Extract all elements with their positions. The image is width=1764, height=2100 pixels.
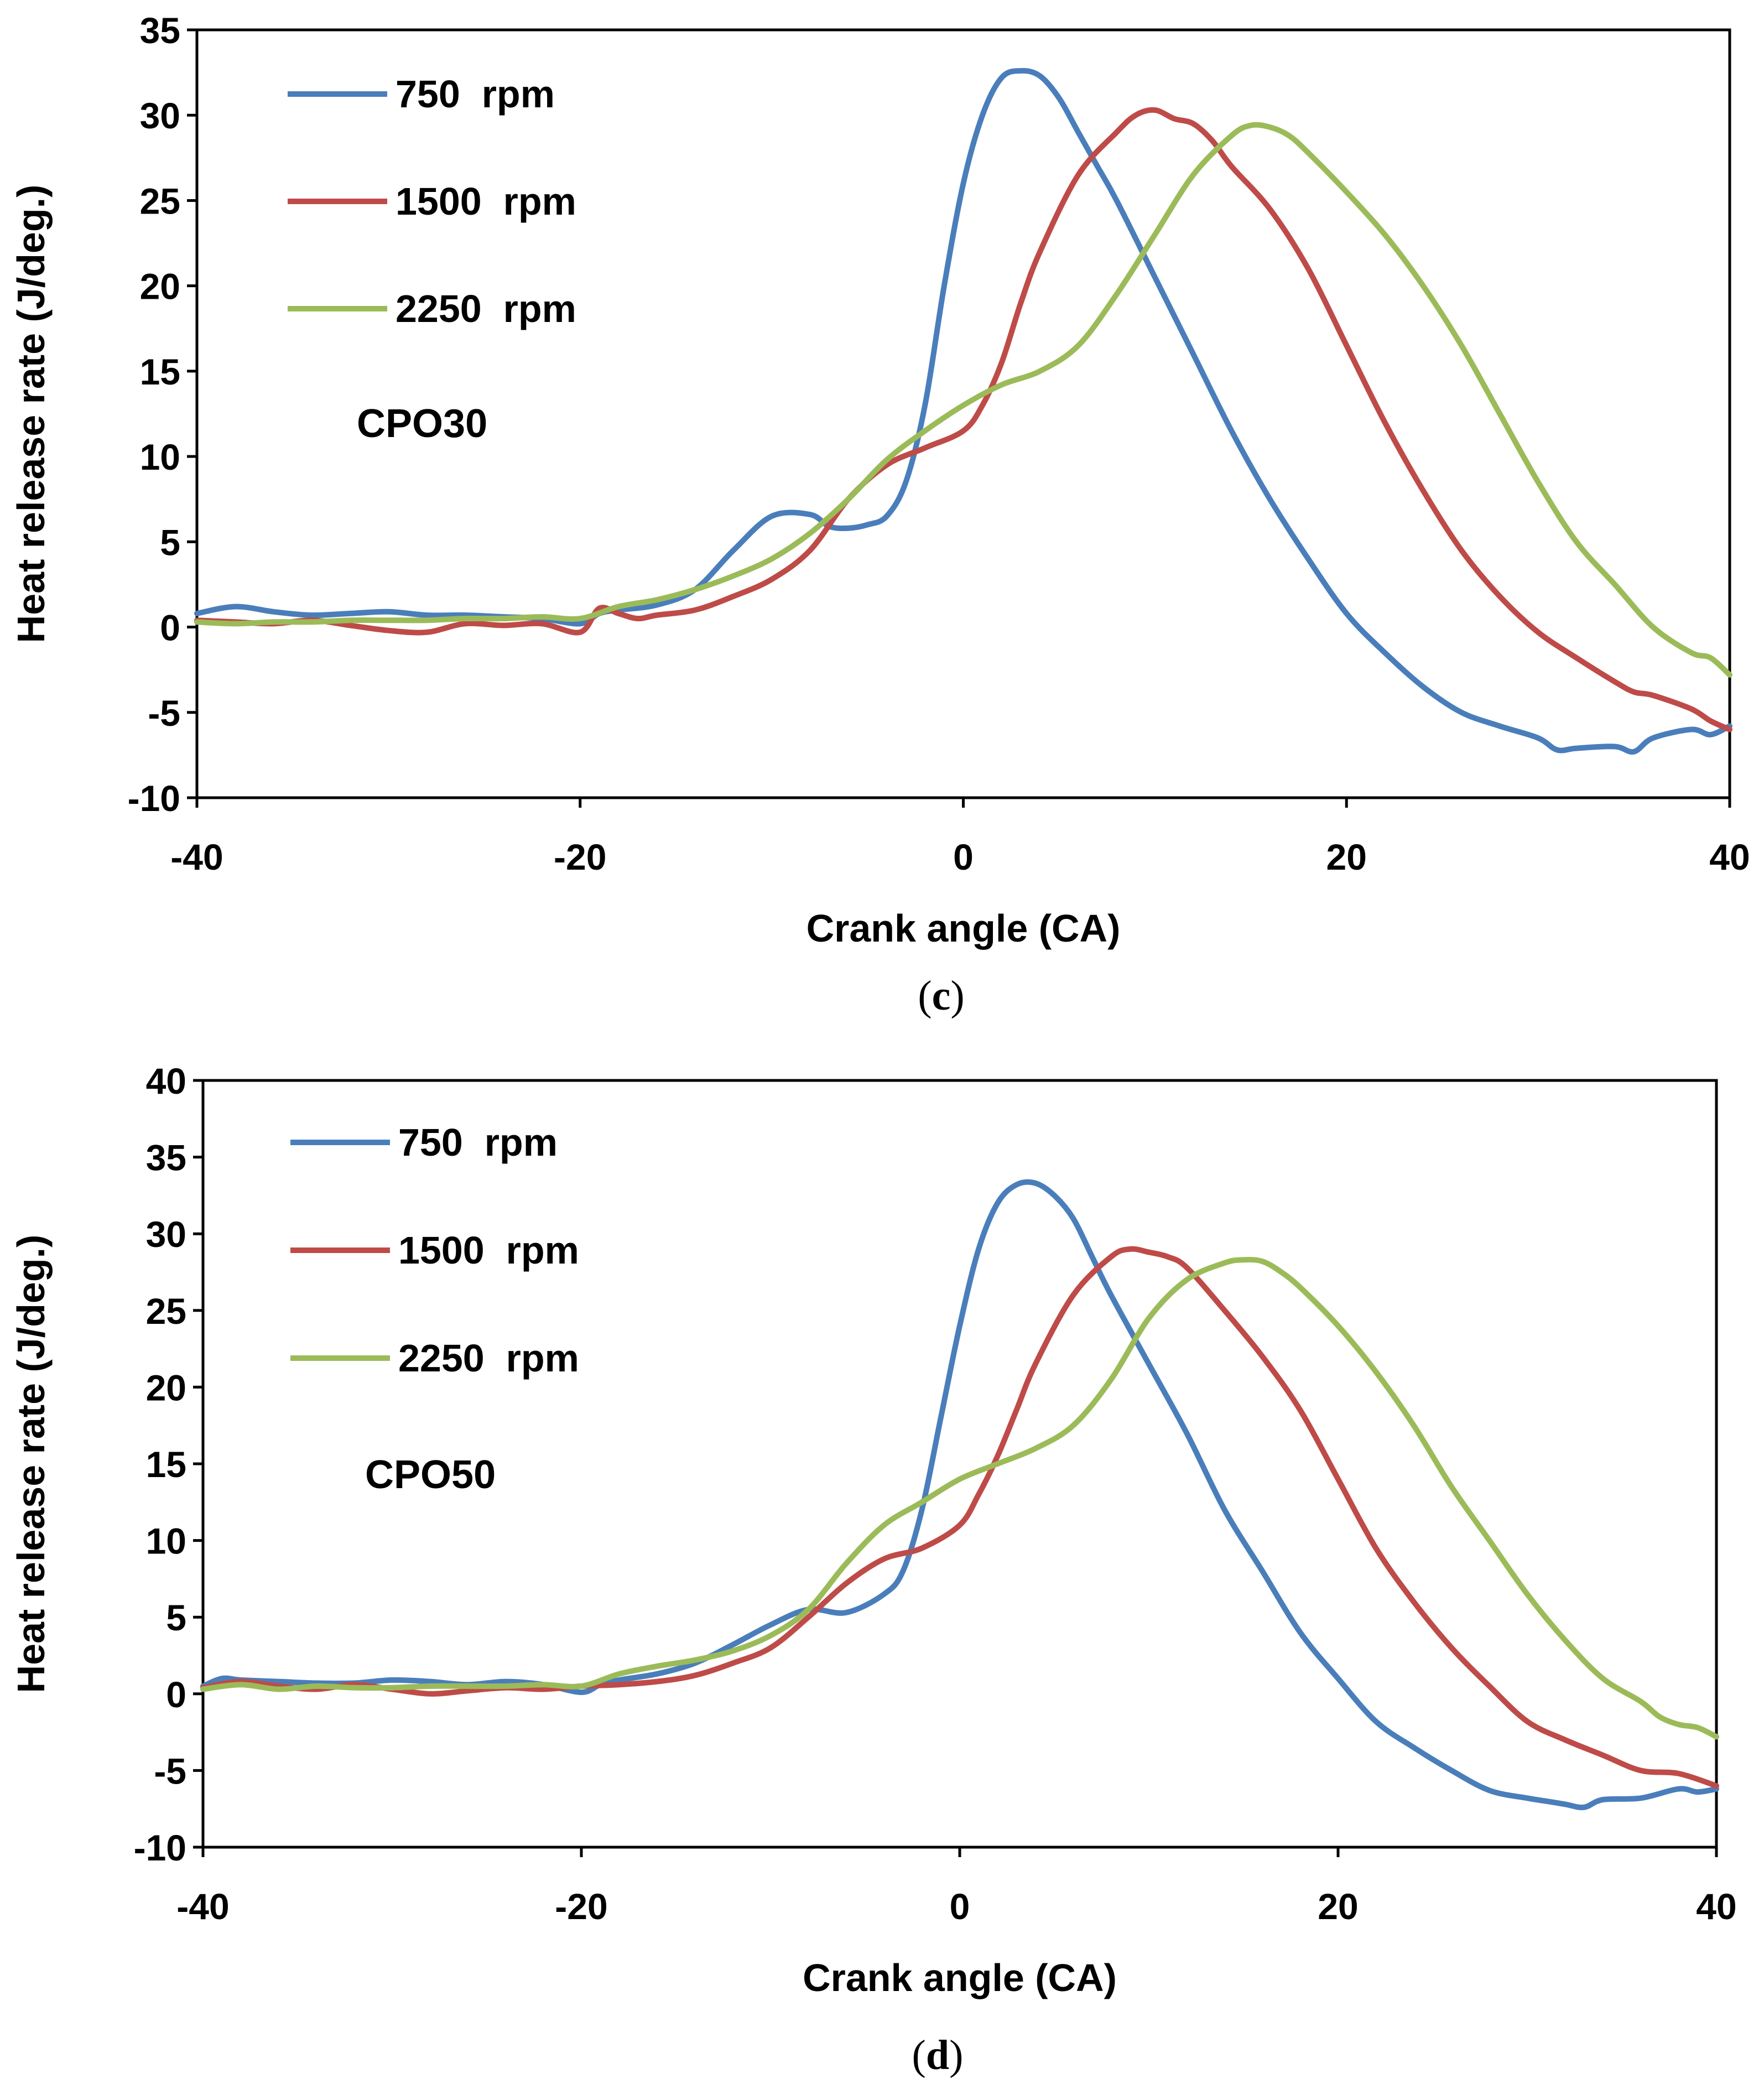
legend-label-0: 750 rpm [398,1121,558,1164]
legend-label-2: 2250 rpm [398,1337,579,1380]
x-tick-label: 20 [1326,836,1367,877]
legend-label-1: 1500 rpm [398,1229,579,1272]
y-tick-label: 25 [140,180,180,221]
y-tick-label: 15 [140,351,180,392]
x-tick-label: -20 [555,1886,607,1927]
y-tick-label: 35 [140,10,180,51]
y-tick-label: 5 [166,1597,186,1638]
series-line-1 [194,107,1732,732]
x-tick-label: 40 [1709,836,1750,877]
y-tick-label: -5 [154,1750,186,1791]
y-tick-label: 10 [140,436,180,477]
y-tick-label: 0 [166,1674,186,1715]
legend-label-2: 2250 rpm [396,287,576,330]
y-tick-label: 20 [146,1367,186,1408]
legend-label-1: 1500 rpm [396,180,576,223]
legend-label-0: 750 rpm [396,72,555,116]
chart-annotation: CPO50 [365,1453,496,1497]
x-tick-label: 0 [950,1886,970,1927]
series-line-2 [200,1257,1719,1740]
chart-annotation: CPO30 [357,402,487,446]
y-tick-label: 10 [146,1521,186,1562]
panel-caption: (d) [912,2032,964,2078]
y-tick-label: -5 [148,693,180,734]
x-tick-label: 40 [1696,1886,1736,1927]
x-tick-label: 0 [953,836,974,877]
y-tick-label: 35 [146,1137,186,1178]
y-tick-label: 15 [146,1444,186,1485]
y-tick-label: -10 [134,1827,186,1868]
y-axis-label: Heat release rate (J/deg.) [9,185,53,643]
y-tick-label: 30 [140,95,180,136]
y-axis-label: Heat release rate (J/deg.) [9,1235,53,1693]
x-tick-label: -20 [554,836,606,877]
x-axis-label: Crank angle (CA) [803,1956,1117,1999]
chart-panel-d: -10 -5 0 5 10 15 20 25 30 35 40 -40 -20 0 20 40 Crank an… [9,1061,1737,2078]
y-tick-label: 5 [160,522,180,563]
y-tick-label: 0 [160,607,180,648]
x-tick-label: 20 [1318,1886,1358,1927]
y-tick-label: 25 [146,1291,186,1332]
y-tick-label: 20 [140,266,180,307]
series-line-2 [194,122,1732,678]
series-line-0 [200,1179,1719,1811]
panel-caption: (c) [918,973,964,1019]
y-tick-label: 40 [146,1061,186,1101]
x-tick-label: -40 [176,1886,229,1927]
x-tick-label: -40 [170,836,223,877]
y-tick-label: 30 [146,1214,186,1255]
chart-panel-c: -10 -5 0 5 10 15 20 25 30 35 -40 -20 0 20 40 Crank angl… [9,10,1750,1019]
y-tick-label: -10 [128,778,180,819]
x-axis-label: Crank angle (CA) [806,907,1121,950]
